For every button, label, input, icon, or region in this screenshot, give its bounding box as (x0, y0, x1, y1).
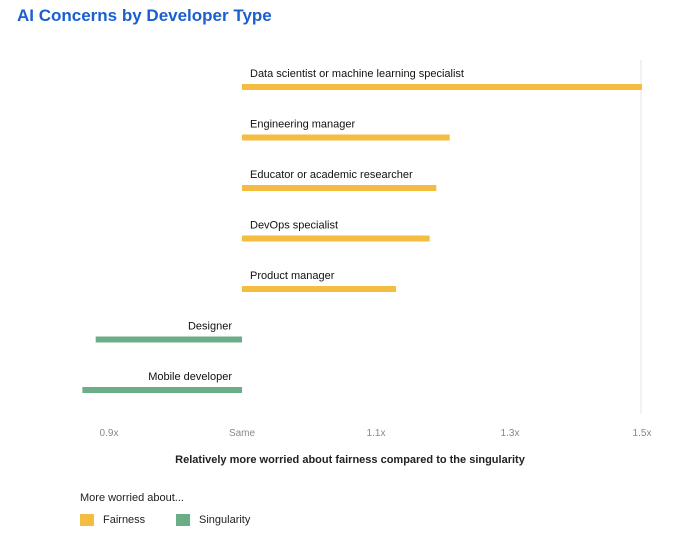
bar-label-7: Mobile developer (148, 371, 232, 383)
x-tick-label-2: Same (229, 428, 256, 439)
bar-6 (95, 336, 242, 343)
bar-label-2: Engineering manager (250, 119, 356, 131)
legend-swatch-singularity (176, 514, 190, 526)
bar-7 (82, 387, 243, 393)
bar-4 (242, 235, 430, 242)
bar-2 (242, 134, 450, 141)
legend-swatch-fairness (80, 514, 94, 526)
legend-label-singularity: Singularity (199, 514, 251, 526)
bar-3 (242, 185, 437, 191)
bar-chart: Data scientist or machine learning speci… (82, 60, 652, 439)
legend-item-singularity[interactable]: Singularity (176, 512, 250, 528)
bar-label-1: Data scientist or machine learning speci… (250, 68, 464, 80)
bar-label-3: Educator or academic researcher (250, 169, 413, 181)
bar-1 (242, 84, 642, 90)
chart-title: AI Concerns by Developer Type (17, 6, 272, 25)
x-tick-label-4: 1.3x (501, 428, 520, 439)
legend-title: More worried about... (80, 492, 184, 504)
x-tick-label-3: 1.1x (367, 428, 386, 439)
x-tick-label-1: 0.9x (100, 428, 119, 439)
bar-5 (242, 286, 397, 292)
bar-label-5: Product manager (250, 270, 335, 282)
bar-label-4: DevOps specialist (250, 220, 338, 232)
legend-label-fairness: Fairness (103, 514, 146, 526)
legend-item-fairness[interactable]: Fairness (80, 512, 145, 528)
bar-label-6: Designer (188, 321, 232, 333)
x-tick-label-5: 1.5x (633, 428, 652, 439)
x-axis-label: Relatively more worried about fairness c… (175, 454, 525, 466)
